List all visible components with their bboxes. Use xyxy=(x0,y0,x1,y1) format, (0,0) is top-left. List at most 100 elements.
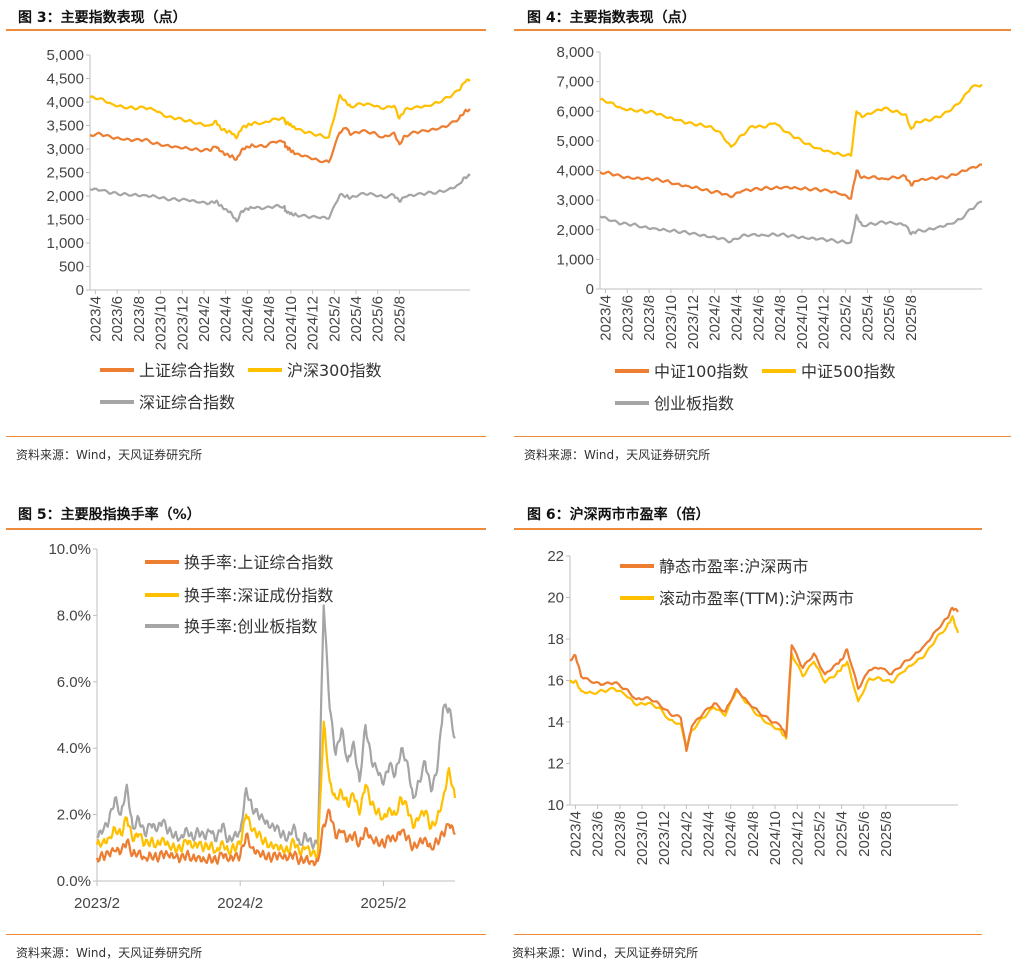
fig1-x-tick-label: 2025/8 xyxy=(903,295,920,341)
fig1-y-tick-label: 1,000 xyxy=(556,251,594,268)
fig0-x-tick-label: 2023/10 xyxy=(153,296,170,350)
fig1-x-tick-label: 2023/10 xyxy=(663,295,680,349)
fig1-y-tick-label: 3,000 xyxy=(556,192,594,209)
fig3-x-tick-label: 2025/8 xyxy=(878,811,895,857)
fig3-x-tick-label: 2024/12 xyxy=(789,811,806,865)
fig1-x-tick-label: 2024/4 xyxy=(728,295,745,341)
fig1-x-tick-label: 2024/12 xyxy=(816,295,833,349)
fig3-y-tick-label: 22 xyxy=(547,548,564,565)
figure-5-top-rule xyxy=(6,528,486,530)
fig0-y-tick-label: 1,000 xyxy=(46,235,84,252)
fig0-y-tick-label: 5,000 xyxy=(46,47,84,64)
fig1-series-2-line xyxy=(599,200,983,245)
fig1-y-tick-label: 6,000 xyxy=(556,103,594,120)
fig2-legend-label-1: 换手率:深证成份指数 xyxy=(184,586,333,605)
fig2-legend-label-0: 换手率:上证综合指数 xyxy=(184,553,333,572)
fig3-y-tick-label: 10 xyxy=(547,797,564,814)
fig0-x-tick-label: 2025/8 xyxy=(391,296,408,342)
fig0-x-tick-label: 2024/2 xyxy=(196,296,213,342)
fig2-y-tick-label: 8.0% xyxy=(57,607,91,624)
fig3-x-tick-label: 2023/10 xyxy=(634,811,651,865)
fig0-y-tick-label: 1,500 xyxy=(46,212,84,229)
fig1-series-0-line xyxy=(599,163,982,200)
fig1-legend-label-2: 创业板指数 xyxy=(654,394,734,413)
fig1-x-tick-label: 2025/6 xyxy=(881,295,898,341)
fig3-series-0-line xyxy=(569,606,959,753)
fig1-y-tick-label: 4,000 xyxy=(556,163,594,180)
fig1-x-tick-label: 2023/12 xyxy=(685,295,702,349)
fig1-series-1-line xyxy=(599,83,983,157)
fig2-series-1-line xyxy=(95,720,457,860)
fig0-series-2-line xyxy=(89,173,471,223)
fig3-x-tick-label: 2023/6 xyxy=(590,811,607,857)
fig0-x-tick-label: 2024/6 xyxy=(239,296,256,342)
fig0-y-tick-label: 4,000 xyxy=(46,94,84,111)
fig2-x-tick-label: 2024/2 xyxy=(217,895,263,912)
figure-4-title: 图 4：主要指数表现（点） xyxy=(527,10,696,26)
fig0-x-tick-label: 2025/2 xyxy=(326,296,343,342)
fig0-series-1-line xyxy=(89,78,471,140)
fig0-y-tick-label: 500 xyxy=(59,259,84,276)
fig2-series-0-line xyxy=(95,808,456,867)
fig1-x-tick-label: 2024/10 xyxy=(794,295,811,349)
figure-3-source: 资料来源：Wind，天风证券研究所 xyxy=(16,448,203,462)
fig3-series-1-line xyxy=(569,615,960,748)
fig2-series-2-line xyxy=(96,604,456,850)
figure-3-title: 图 3：主要指数表现（点） xyxy=(18,10,187,26)
fig2-y-tick-label: 10.0% xyxy=(48,541,91,558)
fig1-x-tick-label: 2023/6 xyxy=(619,295,636,341)
fig1-x-tick-label: 2024/8 xyxy=(772,295,789,341)
fig1-x-tick-label: 2023/8 xyxy=(641,295,658,341)
fig0-y-tick-label: 2,000 xyxy=(46,188,84,205)
fig2-x-tick-label: 2023/2 xyxy=(74,895,120,912)
fig1-y-tick-label: 2,000 xyxy=(556,222,594,239)
fig3-y-tick-label: 12 xyxy=(547,756,564,773)
fig0-y-tick-label: 4,500 xyxy=(46,71,84,88)
fig3-x-tick-label: 2024/4 xyxy=(701,811,718,857)
fig3-y-tick-label: 14 xyxy=(547,714,564,731)
fig0-y-tick-label: 3,000 xyxy=(46,141,84,158)
fig3-x-tick-label: 2023/8 xyxy=(612,811,629,857)
figure-3-top-rule xyxy=(6,29,486,31)
fig0-series-0-line xyxy=(89,108,471,164)
fig3-x-tick-label: 2025/4 xyxy=(834,811,851,857)
fig2-legend-label-2: 换手率:创业板指数 xyxy=(184,617,317,636)
fig3-y-tick-label: 18 xyxy=(547,631,564,648)
figure-4-source: 资料来源：Wind，天风证券研究所 xyxy=(524,448,711,462)
fig3-x-tick-label: 2024/8 xyxy=(745,811,762,857)
fig1-x-tick-label: 2023/4 xyxy=(597,295,614,341)
fig1-legend-label-0: 中证100指数 xyxy=(654,362,749,381)
fig1-y-tick-label: 7,000 xyxy=(556,74,594,91)
fig0-x-tick-label: 2023/8 xyxy=(131,296,148,342)
fig0-y-tick-label: 3,500 xyxy=(46,118,84,135)
fig1-x-tick-label: 2024/6 xyxy=(750,295,767,341)
fig0-x-tick-label: 2024/12 xyxy=(305,296,322,350)
fig0-legend-label-1: 沪深300指数 xyxy=(287,361,382,380)
fig0-legend-label-2: 深证综合指数 xyxy=(139,393,235,412)
fig0-x-tick-label: 2023/12 xyxy=(174,296,191,350)
fig1-x-tick-label: 2025/2 xyxy=(838,295,855,341)
fig0-x-tick-label: 2024/10 xyxy=(283,296,300,350)
fig3-x-tick-label: 2024/10 xyxy=(767,811,784,865)
fig3-x-tick-label: 2025/6 xyxy=(856,811,873,857)
fig3-legend-label-1: 滚动市盈率(TTM):沪深两市 xyxy=(659,589,854,608)
fig0-x-tick-label: 2025/6 xyxy=(370,296,387,342)
fig2-y-tick-label: 0.0% xyxy=(57,873,91,890)
fig0-x-tick-label: 2023/4 xyxy=(87,296,104,342)
fig2-y-tick-label: 2.0% xyxy=(57,807,91,824)
fig2-x-tick-label: 2025/2 xyxy=(360,895,406,912)
fig2-y-tick-label: 6.0% xyxy=(57,674,91,691)
figure-6-top-rule xyxy=(514,528,982,530)
fig1-y-tick-label: 0 xyxy=(586,281,594,298)
figure-6-bottom-rule xyxy=(514,934,982,935)
fig1-x-tick-label: 2024/2 xyxy=(707,295,724,341)
fig2-y-tick-label: 4.0% xyxy=(57,740,91,757)
fig0-x-tick-label: 2024/4 xyxy=(218,296,235,342)
fig1-y-tick-label: 8,000 xyxy=(556,44,594,61)
fig0-y-tick-label: 0 xyxy=(76,282,84,299)
fig0-legend-label-0: 上证综合指数 xyxy=(139,361,235,380)
fig1-legend-label-1: 中证500指数 xyxy=(801,362,896,381)
figure-5-source: 资料来源：Wind，天风证券研究所 xyxy=(16,946,203,960)
fig0-x-tick-label: 2023/6 xyxy=(109,296,126,342)
